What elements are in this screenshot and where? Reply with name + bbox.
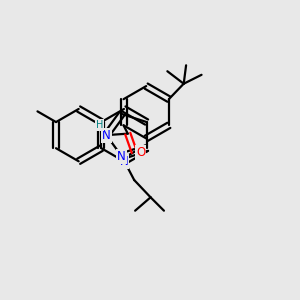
Text: H: H [96,120,103,130]
Text: N: N [102,129,111,142]
Text: N: N [117,150,126,163]
Text: O: O [136,146,146,159]
Text: N: N [120,155,128,168]
